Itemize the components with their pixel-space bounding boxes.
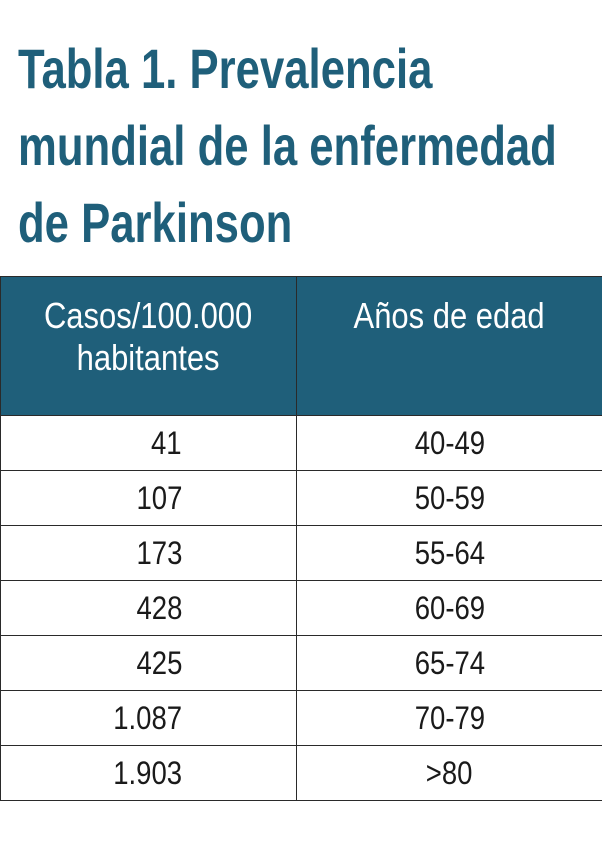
- cell-age: >80: [296, 745, 602, 801]
- cell-cases: 1.087: [0, 690, 297, 746]
- table-row: 107 50-59: [0, 470, 602, 526]
- cell-cases: 1.903: [0, 745, 297, 801]
- cell-cases-value: 41: [151, 424, 182, 461]
- title-line-2: mundial de la enfermedad: [18, 114, 557, 177]
- cell-cases: 428: [0, 580, 297, 636]
- cell-cases: 107: [0, 470, 297, 526]
- cell-age: 40-49: [296, 415, 602, 471]
- cell-age-value: >80: [426, 754, 473, 791]
- cell-age: 55-64: [296, 525, 602, 581]
- cell-age-value: 55-64: [414, 534, 485, 571]
- cell-cases-value: 173: [136, 534, 182, 571]
- cell-age: 50-59: [296, 470, 602, 526]
- table-title: Tabla 1. Prevalencia mundial de la enfer…: [18, 30, 557, 261]
- column-header-cases-line-2: habitantes: [77, 337, 220, 378]
- table-row: 425 65-74: [0, 635, 602, 691]
- title-line-3: de Parkinson: [18, 191, 293, 254]
- cell-age-value: 60-69: [414, 589, 485, 626]
- table-row: 428 60-69: [0, 580, 602, 636]
- cell-age-value: 50-59: [414, 479, 485, 516]
- cell-cases: 173: [0, 525, 297, 581]
- cell-age-value: 65-74: [414, 644, 485, 681]
- prevalence-table: Casos/100.000 habitantes Años de edad 41…: [0, 276, 602, 801]
- cell-age: 65-74: [296, 635, 602, 691]
- column-header-cases-line-1: Casos/100.000: [44, 295, 253, 336]
- table-row: 173 55-64: [0, 525, 602, 581]
- cell-cases: 425: [0, 635, 297, 691]
- table-row: 41 40-49: [0, 415, 602, 471]
- cell-cases-value: 107: [136, 479, 182, 516]
- cell-cases-value: 1.087: [113, 699, 182, 736]
- title-line-1: Tabla 1. Prevalencia: [18, 37, 433, 100]
- cell-age: 70-79: [296, 690, 602, 746]
- column-header-age: Años de edad: [296, 276, 602, 416]
- cell-age: 60-69: [296, 580, 602, 636]
- cell-cases-value: 425: [136, 644, 182, 681]
- cell-cases-value: 1.903: [113, 754, 182, 791]
- column-header-age-label: Años de edad: [353, 295, 546, 336]
- table-row: 1.087 70-79: [0, 690, 602, 746]
- cell-age-value: 40-49: [414, 424, 485, 461]
- cell-cases: 41: [0, 415, 297, 471]
- table-row: 1.903 >80: [0, 745, 602, 801]
- column-header-cases: Casos/100.000 habitantes: [0, 276, 297, 416]
- cell-cases-value: 428: [136, 589, 182, 626]
- header-row: Casos/100.000 habitantes Años de edad: [0, 276, 602, 416]
- cell-age-value: 70-79: [414, 699, 485, 736]
